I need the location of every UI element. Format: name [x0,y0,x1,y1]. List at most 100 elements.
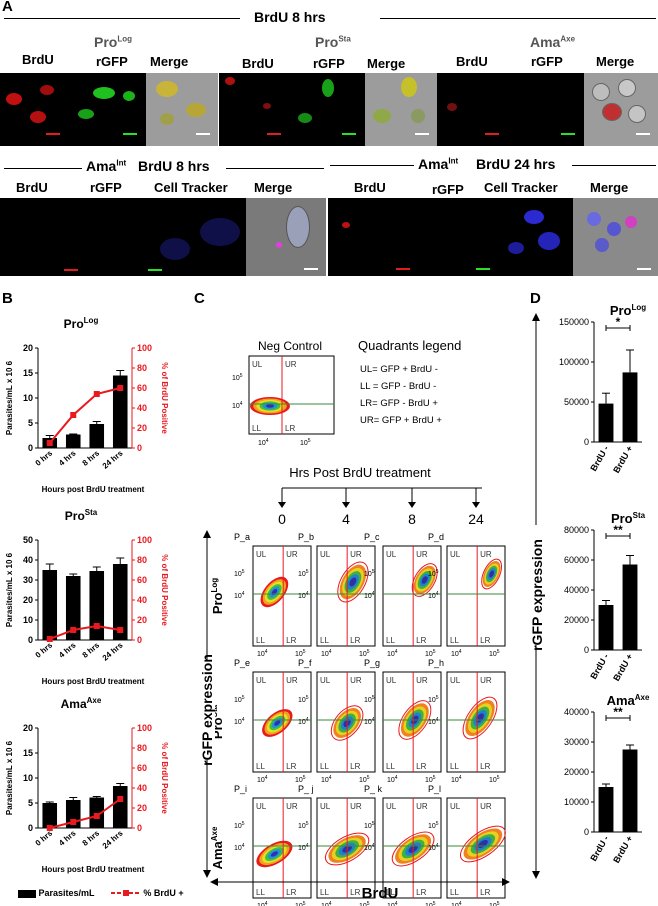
y-tick-label: 105 [428,569,439,578]
line-point [46,825,53,831]
bar [622,564,638,650]
significance-mark: ** [613,523,623,537]
legend-line-label: % BrdU + [143,888,184,898]
bar [112,564,128,640]
y-tick-label: 104 [298,843,309,852]
quadrant-ul: UL [252,360,263,369]
panel-a-header: BrdU 8 hrs [254,9,326,25]
x-tick-label: 4 hrs [57,448,78,468]
brdu-line [48,387,121,444]
quadrant-ul: UL [386,676,397,685]
x-tick-label: BrdU + [611,834,635,865]
panel-d-charts: rGFP expressionProLog050000100000150000B… [529,303,650,879]
quadrant-lr: LR [416,636,426,645]
quadrant-ll: LL [450,762,459,771]
flow-density-contour [398,700,432,740]
timepoint-label: 0 [278,511,286,527]
quadrant-ur: UR [416,802,428,811]
y-tick-label: 10 [23,773,33,783]
quadrant-ur: UR [285,360,297,369]
channel-label: rGFP [96,54,128,69]
quadrant-ul: UL [386,802,397,811]
rule [226,168,324,169]
y2-tick-label: 0 [137,823,142,833]
x-tick-label: 24 hrs [101,448,125,470]
row-label: AmaAxe [210,826,225,869]
y-tick-label: 104 [298,717,309,726]
chart-title: ProLog [64,316,99,331]
channel-label: rGFP [531,54,563,69]
quadrant-lr: LR [416,888,426,897]
x-tick-label: 104 [257,649,268,658]
line-point [70,819,77,825]
bar [89,424,105,448]
line-point [117,385,124,391]
quadrant-ur: UR [480,676,492,685]
y2-tick-label: 60 [137,575,147,585]
flow-plot-id: P_a [234,532,250,542]
x-tick-label: BrdU - [588,834,610,863]
y-tick-label: 60000 [564,555,589,565]
y-axis-label: Parasites/mL x 10 6 [5,740,14,815]
y2-axis-label: % of BrdU Positive [160,742,169,814]
rule [4,168,82,169]
row-label: ProLog [210,578,225,614]
y-axis-label: rGFP expression [529,539,545,651]
quadrant-ur: UR [416,550,428,559]
channel-label: BrdU [354,180,386,195]
y-tick-label: 50000 [564,397,589,407]
quadrant-ul: UL [256,802,267,811]
flow-density-contour [337,561,369,603]
channel-label: BrdU [22,52,54,67]
bar [622,749,638,832]
x-tick-label: 104 [258,438,269,447]
channel-label: Merge [590,180,629,195]
panel-b-legend: Parasites/mL % BrdU + [18,888,184,899]
y-tick-label: 10 [23,615,33,625]
quadrant-ll: LL [256,762,265,771]
legend-bar-swatch [18,889,36,898]
panel-a-letter: A [2,0,13,15]
chart-title: AmaAxe [61,696,102,711]
x-tick-label: 105 [300,438,311,447]
y-tick-label: 20 [23,343,33,353]
micrograph-pro-sta-brdu [219,73,292,146]
y2-tick-label: 80 [137,743,147,753]
quadrant-ur: UR [286,676,298,685]
y-tick-label: 105 [364,695,375,704]
quadrant-ur: UR [350,676,362,685]
panel-d-letter: D [530,290,541,307]
flow-density-contour [330,705,364,741]
y-tick-label: 20 [23,723,33,733]
flow-plot-id: P_d [428,532,444,542]
x-tick-label: 105 [359,901,370,906]
legend-bar-label: Parasites/mL [38,888,95,898]
quadrant-ul: UL [386,550,397,559]
quadrant-lr: LR [350,636,360,645]
quadrant-lr: LR [286,636,296,645]
quadrant-ul: UL [320,550,331,559]
flow-plot-id: P_f [298,658,312,668]
quadrant-ul: UL [320,802,331,811]
line-point [46,636,53,642]
quadrant-ll: LL [386,636,395,645]
y-tick-label: 104 [364,591,375,600]
x-tick-label: 104 [387,901,398,906]
quadrant-ur: UR [480,802,492,811]
channel-label: Merge [254,180,293,195]
chart-title: AmaAxe [607,693,650,708]
y-tick-label: 105 [428,695,439,704]
y-tick-label: 30000 [564,737,589,747]
flow-density-contour [270,851,279,857]
line-point [46,440,53,446]
quadrant-legend-row: LR= GFP - BrdU + [360,398,438,409]
y-tick-label: 104 [234,843,245,852]
flow-density-contour [460,825,506,863]
bar [89,797,105,828]
x-tick-label: 104 [451,901,462,906]
x-tick-label: BrdU + [611,444,635,475]
panel-b-letter: B [2,290,13,307]
line-point [93,391,100,397]
neg-control-title: Neg Control [258,339,322,353]
quadrant-ul: UL [320,676,331,685]
